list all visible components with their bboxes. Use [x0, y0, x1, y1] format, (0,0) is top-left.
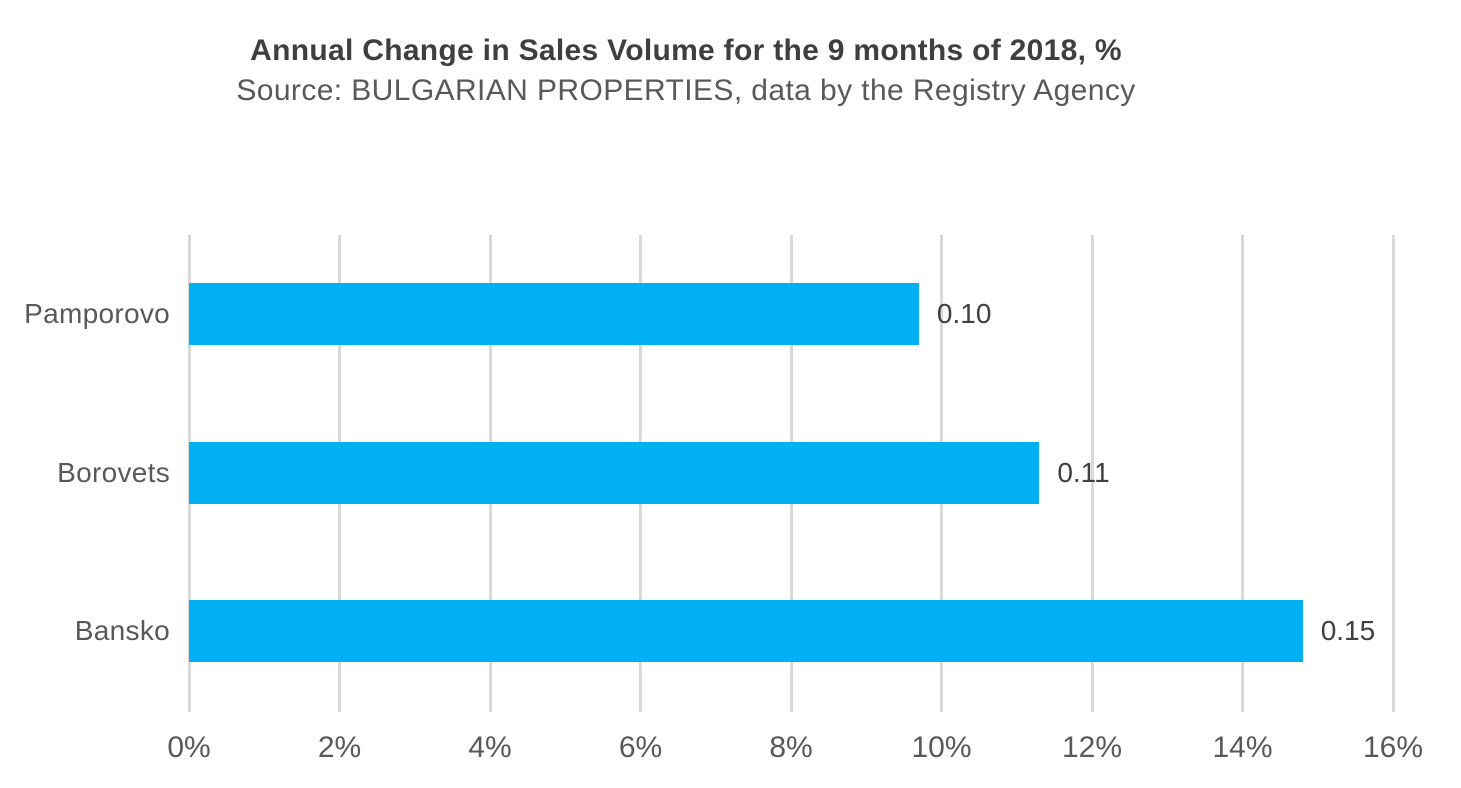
category-label-borovets: Borovets: [57, 456, 170, 488]
chart-header: Annual Change in Sales Volume for the 9 …: [0, 34, 1372, 108]
plot-area: 0.10 0.11 0.15: [187, 235, 1395, 712]
category-label-bansko: Bansko: [74, 614, 170, 646]
vertical-gridline: [1241, 235, 1244, 712]
x-tick-label-6pct: 6%: [618, 731, 663, 764]
data-label-bansko: 0.15: [1320, 614, 1376, 646]
x-tick-label-8pct: 8%: [769, 731, 813, 764]
bar-pamporovo: [189, 283, 919, 346]
chart-title: Annual Change in Sales Volume for the 9 …: [250, 34, 1122, 67]
x-tick-label-14pct: 14%: [1212, 731, 1273, 764]
bar-bansko: [189, 599, 1303, 662]
vertical-gridline: [1090, 235, 1094, 712]
x-tick-label-4pct: 4%: [468, 731, 512, 764]
x-tick-label-12pct: 12%: [1061, 731, 1123, 764]
x-tick-label-0pct: 0%: [167, 731, 211, 764]
data-label-borovets: 0.11: [1057, 456, 1110, 488]
y-axis-category-labels: Pamporovo Borovets Bansko: [0, 0, 170, 788]
chart-subtitle: Source: BULGARIAN PROPERTIES, data by th…: [236, 74, 1136, 107]
bar-borovets: [189, 441, 1040, 504]
x-tick-label-2pct: 2%: [317, 731, 362, 764]
data-label-pamporovo: 0.10: [936, 298, 992, 330]
x-tick-label-10pct: 10%: [911, 731, 972, 764]
category-label-pamporovo: Pamporovo: [24, 298, 170, 330]
x-axis: 0% 2% 4% 6% 8% 10% 12% 14% 16%: [0, 731, 1461, 773]
x-tick-label-16pct: 16%: [1362, 731, 1424, 764]
vertical-gridline: [1391, 235, 1395, 712]
